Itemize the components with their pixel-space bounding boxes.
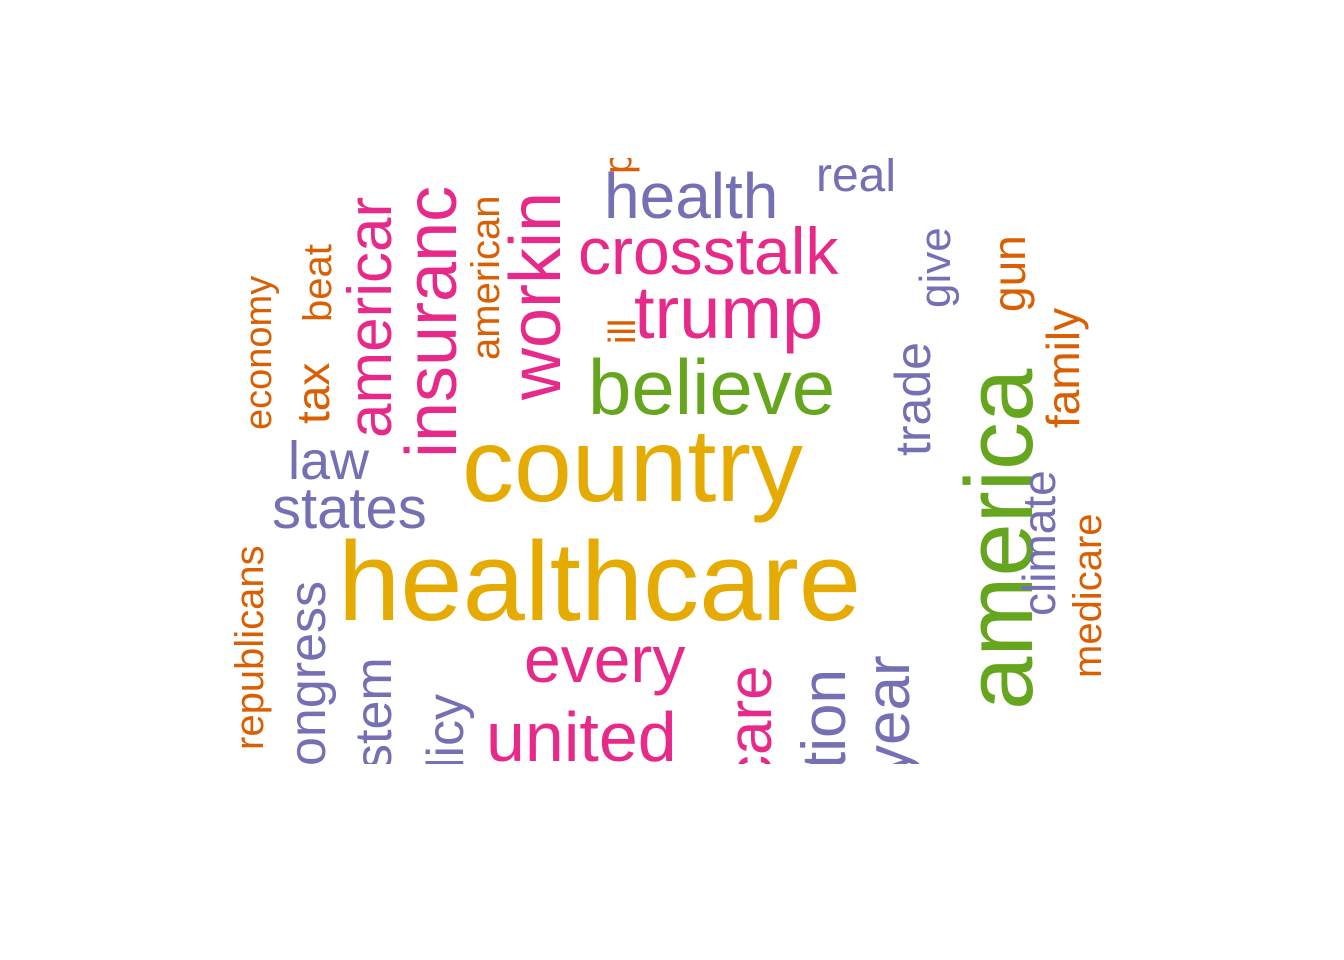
word-give: give [911, 227, 960, 308]
word-medicare: medicare [1066, 513, 1110, 678]
word-climate: climate [1013, 470, 1065, 616]
word-health: health [604, 160, 779, 232]
word-year: year [854, 655, 923, 764]
word-gun: gun [983, 235, 1035, 312]
word-american: american [464, 195, 508, 360]
word-family: family [1037, 307, 1089, 428]
word-believe: believe [588, 343, 836, 431]
word-economy: economy [238, 275, 280, 430]
word-ongress: ongress [279, 581, 337, 764]
word-real: real [816, 158, 897, 202]
word-ystem: ystem [345, 657, 403, 764]
word-americar: americar [336, 196, 405, 438]
word-ill: ill [602, 318, 644, 344]
word-care: care [716, 665, 785, 764]
word-trade: trade [885, 342, 941, 456]
word-trump: trump [634, 271, 824, 354]
word-law: law [288, 431, 370, 491]
word-insuranc: insuranc [392, 185, 472, 458]
word-p: p [596, 158, 640, 174]
word-states: states [272, 476, 427, 541]
word-healthcare: healthcare [338, 519, 862, 644]
word-united: united [486, 698, 677, 764]
word-cloud-area: healthcare country america believe trump… [200, 158, 1144, 764]
word-every: every [524, 622, 686, 696]
word-tax: tax [287, 362, 339, 424]
word-beat: beat [296, 244, 340, 322]
word-stion: stion [790, 669, 859, 764]
word-olicy: olicy [417, 693, 475, 764]
word-workin: workin [496, 191, 576, 400]
word-crosstalk: crosstalk [578, 214, 839, 288]
word-country: country [462, 408, 804, 524]
word-republicans: republicans [228, 545, 272, 750]
